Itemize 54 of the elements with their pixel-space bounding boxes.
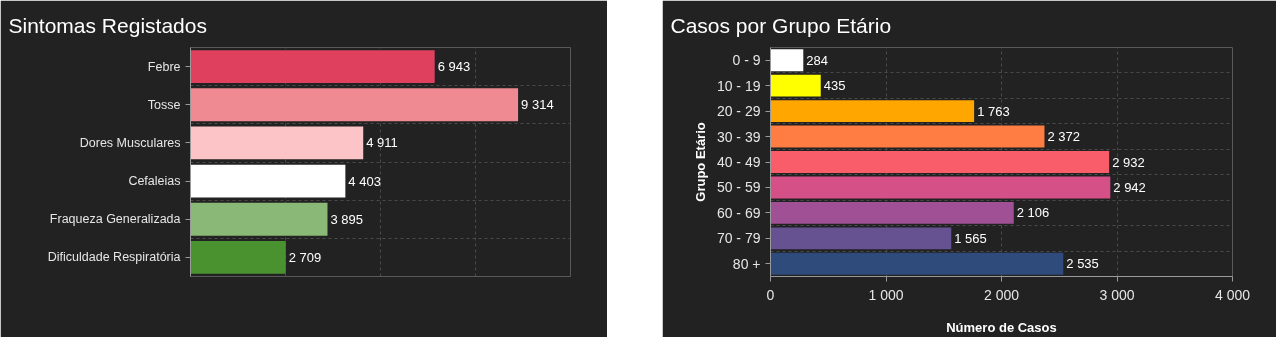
y-tick-label: 0 - 9 xyxy=(732,52,761,69)
data-label: 4 911 xyxy=(366,135,398,151)
bar xyxy=(770,252,1064,275)
y-tick-label: 50 - 59 xyxy=(716,179,761,196)
bar xyxy=(190,88,519,122)
bar xyxy=(190,202,328,236)
y-tick-label: 40 - 49 xyxy=(716,154,761,170)
data-label: 4 403 xyxy=(348,173,381,189)
y-tick-label: Dores Musculares xyxy=(79,135,181,150)
x-tick-label: 4 000 xyxy=(1214,286,1251,303)
bar xyxy=(190,164,346,198)
data-label: 2 942 xyxy=(1113,179,1146,195)
y-tick-label: 20 - 29 xyxy=(716,103,761,120)
bar xyxy=(770,74,821,97)
data-label: 2 535 xyxy=(1066,256,1099,272)
data-label: 2 106 xyxy=(1016,205,1050,221)
data-label: 9 314 xyxy=(521,97,554,113)
y-tick-label: Dificuldade Respiratória xyxy=(47,250,181,265)
x-tick-label: 3 000 xyxy=(1099,286,1135,303)
bar xyxy=(190,126,364,160)
bar xyxy=(770,49,804,72)
x-axis-title: Número de Casos xyxy=(946,319,1057,335)
bar xyxy=(770,151,1110,173)
x-tick-label: 2 000 xyxy=(983,286,1020,303)
y-tick-label: Febre xyxy=(147,59,181,74)
bar xyxy=(190,241,286,274)
data-label: 435 xyxy=(823,78,846,94)
bar xyxy=(770,201,1014,224)
y-tick-label: 70 - 79 xyxy=(716,230,761,247)
data-label: 2 932 xyxy=(1112,154,1145,170)
bar xyxy=(770,176,1111,199)
data-label: 1 763 xyxy=(977,103,1010,119)
chart-title: Casos por Grupo Etário xyxy=(670,13,892,37)
data-label: 3 895 xyxy=(330,211,364,227)
data-label: 1 565 xyxy=(954,230,987,246)
bar xyxy=(190,50,435,83)
y-tick-label: 30 - 39 xyxy=(716,128,761,145)
data-label: 284 xyxy=(806,52,829,68)
x-tick-label: 1 000 xyxy=(868,286,904,303)
x-tick-label: 0 xyxy=(766,286,775,303)
y-tick-label: 80 + xyxy=(732,255,761,272)
bar xyxy=(770,100,975,123)
y-tick-label: 60 - 69 xyxy=(716,204,761,221)
data-label: 2 372 xyxy=(1047,129,1081,145)
y-tick-label: Tosse xyxy=(147,97,181,112)
bar xyxy=(770,125,1045,148)
chart-title: Sintomas Registados xyxy=(8,13,207,37)
y-tick-label: Fraqueza Generalizada xyxy=(49,212,181,227)
y-tick-label: 10 - 19 xyxy=(716,77,761,94)
bar xyxy=(770,227,952,250)
data-label: 6 943 xyxy=(437,59,471,75)
y-axis-title: Grupo Etário xyxy=(692,122,708,202)
y-tick-label: Cefaleias xyxy=(128,174,181,189)
data-label: 2 709 xyxy=(288,249,322,265)
